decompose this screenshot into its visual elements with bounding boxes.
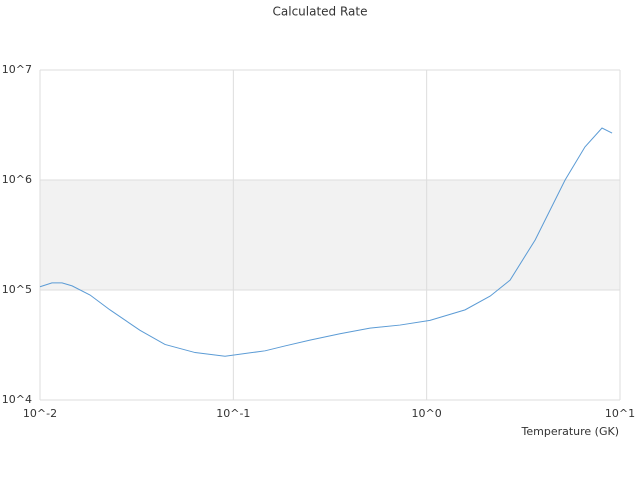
x-tick-label: 10^1 [605, 407, 635, 420]
x-axis-label: Temperature (GK) [521, 425, 620, 438]
x-tick-label: 10^-1 [216, 407, 250, 420]
chart-title: Calculated Rate [273, 5, 368, 19]
x-tick-label: 10^-2 [23, 407, 57, 420]
y-tick-label: 10^5 [2, 283, 32, 296]
y-tick-label: 10^6 [2, 173, 32, 186]
y-tick-label: 10^4 [2, 393, 32, 406]
line-series [39, 127, 613, 357]
grid-band [40, 180, 620, 290]
x-tick-label: 10^0 [412, 407, 442, 420]
y-tick-label: 10^7 [2, 63, 32, 76]
